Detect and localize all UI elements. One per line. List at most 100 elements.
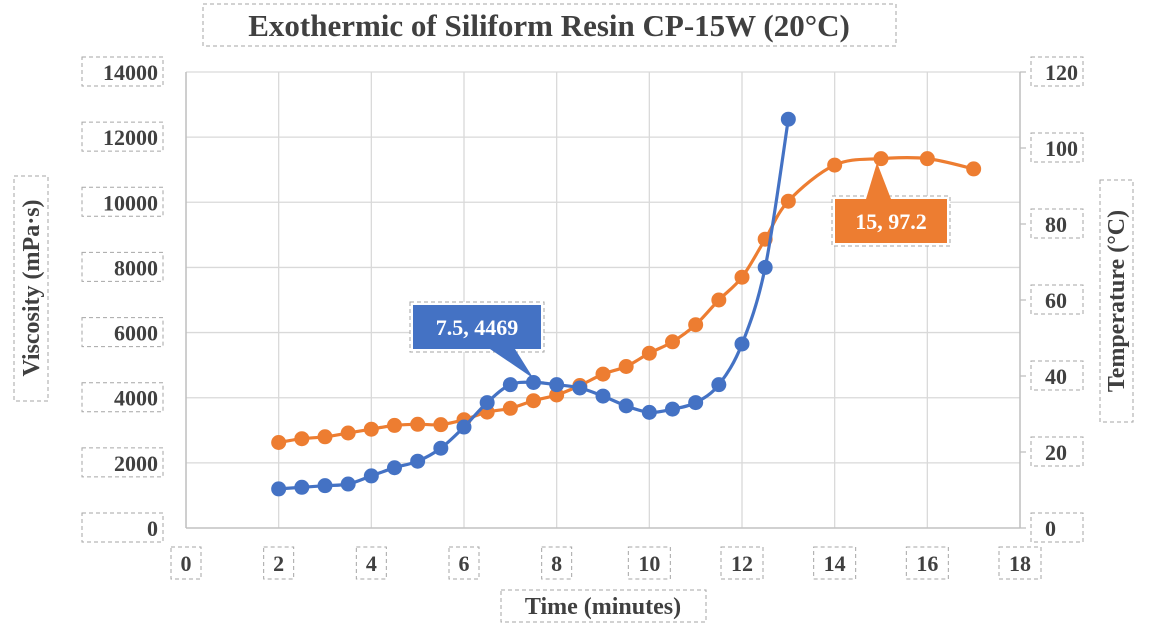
x-tick-label: 8: [551, 551, 562, 576]
x-tick-label: 0: [181, 551, 192, 576]
data-point: [410, 453, 426, 469]
axes: [185, 71, 1026, 529]
y-left-tick-box: [81, 512, 164, 543]
data-callout: 15, 97.2: [831, 162, 951, 247]
y-right-tick-label: 100: [1045, 136, 1078, 161]
callout-box: [835, 199, 947, 243]
chart-title-box: [202, 3, 897, 47]
y-left-tick-label: 0: [147, 516, 158, 541]
chart-title-group: Exothermic of Siliform Resin CP-15W (20°…: [202, 3, 897, 47]
x-tick-box: [813, 546, 857, 580]
data-point: [618, 398, 634, 414]
callout-label: 7.5, 4469: [436, 315, 519, 340]
callout-box: [413, 305, 541, 349]
data-point: [479, 395, 495, 411]
x-tick-label: 2: [273, 551, 284, 576]
y-right-tick-box: [1030, 512, 1084, 543]
data-point: [780, 111, 796, 127]
data-point: [526, 374, 541, 390]
series-layer: [271, 111, 982, 497]
data-point: [734, 336, 750, 352]
y-left-tick-label: 12000: [103, 125, 158, 150]
callout-pointer: [866, 162, 891, 199]
y-right-tick-box: [1030, 132, 1084, 163]
data-point: [711, 292, 727, 308]
data-point: [919, 151, 935, 167]
data-point: [433, 417, 449, 433]
data-point: [317, 478, 333, 494]
x-tick-label: 6: [459, 551, 470, 576]
y-left-tick-box: [81, 382, 164, 413]
y-left-tick-box: [81, 447, 164, 478]
y-left-tick-label: 14000: [103, 60, 158, 85]
y-left-tick-label: 2000: [114, 451, 158, 476]
data-point: [363, 421, 379, 437]
data-point: [340, 476, 356, 492]
x-axis-title: Time (minutes): [525, 594, 681, 620]
y-right-tick-box: [1030, 284, 1084, 315]
x-tick-box: [627, 546, 671, 580]
data-point: [271, 435, 287, 450]
grid: [185, 71, 1021, 529]
data-point: [526, 393, 541, 409]
y-left-tick-label: 4000: [114, 386, 158, 411]
data-point: [271, 481, 287, 497]
y-left-tick-box: [81, 186, 164, 217]
y-axis-right-title: Temperature (°C): [1104, 210, 1130, 392]
data-point: [549, 387, 565, 403]
axis-titles: Time (minutes) Viscosity (mPa·s) Tempera…: [13, 175, 1134, 623]
y-right-tick-label: 60: [1045, 288, 1067, 313]
data-point: [502, 400, 518, 416]
y-right-tick-box: [1030, 360, 1084, 391]
y-right-tick-label: 20: [1045, 440, 1067, 465]
y-left-tick-label: 10000: [103, 190, 158, 215]
data-point: [595, 388, 611, 404]
x-tick-label: 14: [824, 551, 846, 576]
y-right-tick-label: 120: [1045, 60, 1078, 85]
y-right-tick-box: [1030, 208, 1084, 239]
y-left-tick-box: [81, 121, 164, 152]
x-tick-label: 16: [916, 551, 938, 576]
data-point: [688, 395, 704, 411]
y-left-tick-box: [81, 317, 164, 348]
data-point: [572, 380, 588, 396]
x-axis-title-box: [500, 589, 707, 623]
data-point: [873, 151, 889, 167]
data-point: [387, 417, 402, 433]
data-point: [641, 345, 657, 361]
data-point: [549, 377, 565, 393]
data-point: [757, 259, 773, 275]
data-point: [688, 317, 704, 333]
data-point: [387, 460, 402, 476]
data-point: [595, 366, 611, 382]
y-axis-left-title-box: [13, 175, 49, 402]
y-right-tick-label: 80: [1045, 212, 1067, 237]
viscosity-series: [271, 111, 796, 497]
x-tick-label: 10: [638, 551, 660, 576]
x-tick-box: [541, 546, 573, 580]
y-axis-left-title: Viscosity (mPa·s): [19, 199, 45, 376]
x-tick-box: [905, 546, 949, 580]
x-tick-box: [355, 546, 387, 580]
data-point: [456, 419, 472, 435]
tick-labels: 0 2000 4000 6000 8000 10000 12000 14000 0 2 4 6 8 10 1…: [81, 56, 1084, 580]
x-tick-box: [998, 546, 1042, 580]
data-point: [734, 269, 750, 285]
data-point: [780, 193, 796, 209]
data-point: [294, 479, 310, 495]
x-tick-label: 12: [731, 551, 753, 576]
data-point: [410, 416, 426, 432]
x-tick-box: [720, 546, 764, 580]
y-axis-right-title-box: [1099, 179, 1134, 423]
data-point: [665, 334, 680, 350]
y-right-tick-box: [1030, 436, 1084, 467]
y-left-tick-label: 6000: [114, 321, 158, 346]
y-left-tick-label: 8000: [114, 255, 158, 280]
y-right-tick-box: [1030, 56, 1084, 87]
data-point: [641, 404, 657, 420]
data-point: [294, 431, 310, 447]
chart-title: Exothermic of Siliform Resin CP-15W (20°…: [248, 8, 850, 43]
data-point: [711, 377, 727, 393]
y-left-tick-box: [81, 56, 164, 87]
data-point: [665, 401, 680, 417]
